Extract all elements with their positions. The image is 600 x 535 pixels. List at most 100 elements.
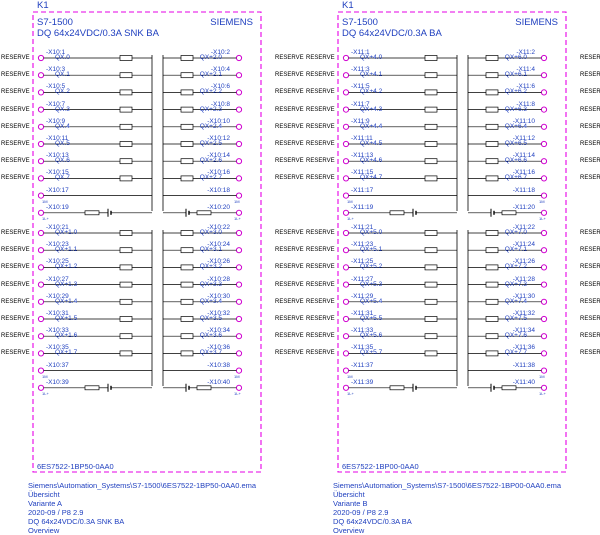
terminal-port — [235, 367, 243, 374]
power-label: 1L+ — [42, 390, 49, 396]
terminal-label: -X10:24 — [207, 241, 230, 249]
resistor — [119, 298, 133, 305]
reserve-label: RESERVE — [1, 230, 30, 236]
output-label: QX+5.5 — [360, 315, 383, 322]
terminal-label: -X11:25 — [351, 258, 374, 266]
terminal-label: -X10:7 — [46, 100, 66, 108]
module-frame — [337, 11, 567, 473]
power-label: 1M — [234, 198, 240, 204]
device-name: S7-1500 — [342, 17, 378, 28]
reserve-label: RESERVE — [1, 158, 30, 165]
output-label: QX+3.6 — [199, 332, 222, 340]
terminal-port — [540, 367, 548, 374]
terminal-port — [540, 333, 548, 340]
output-label: QX.3 — [55, 105, 70, 113]
reserve-label: RESERVE — [306, 230, 335, 236]
reserve-label: RESERVE — [1, 106, 30, 113]
terminal-label: -X10:32 — [207, 310, 230, 317]
terminal-label: -X10:20 — [207, 203, 230, 211]
output-label: QX+6.1 — [504, 71, 527, 79]
terminal-port — [235, 315, 243, 323]
reserve-label: RESERVE — [1, 141, 30, 147]
terminal-label: -X11:1 — [351, 49, 370, 56]
resistor — [119, 281, 133, 288]
terminal-port — [342, 350, 350, 357]
reserve-label: RESERVE — [1, 333, 30, 340]
terminal-port — [540, 140, 548, 148]
terminal-port — [235, 175, 243, 182]
terminal-port — [37, 72, 45, 79]
resistor — [485, 175, 499, 182]
fuse — [389, 385, 405, 391]
terminal-label: -X11:26 — [512, 258, 535, 266]
fuse — [84, 210, 100, 216]
power-label: 1L+ — [539, 390, 546, 396]
reserve-label: RESERVE — [275, 55, 304, 61]
terminal-port — [540, 72, 548, 79]
reserve-label: RESERVE — [1, 298, 30, 305]
power-label: 1M — [42, 198, 48, 204]
fuse — [84, 385, 100, 391]
output-label: QX.1 — [55, 71, 70, 79]
terminal-label: -X11:8 — [516, 100, 535, 108]
resistor — [180, 158, 194, 165]
resistor — [119, 247, 133, 254]
terminal-label: -X10:12 — [207, 135, 230, 142]
terminal-port — [235, 384, 243, 391]
output-label: QX+6.4 — [504, 122, 527, 130]
resistor — [424, 141, 438, 147]
terminal-label: -X11:33 — [351, 327, 374, 335]
resistor — [180, 350, 194, 357]
resistor — [180, 55, 194, 61]
reserve-label: RESERVE — [580, 158, 600, 165]
terminal-port — [37, 315, 45, 323]
terminal-port — [540, 298, 548, 305]
terminal-port — [235, 158, 243, 165]
output-label: QX+7.6 — [504, 332, 527, 340]
terminal-label: -X10:14 — [207, 152, 230, 160]
reserve-label: RESERVE — [275, 264, 304, 271]
meta-line: 2020-09 / P8 2.9 — [28, 508, 84, 517]
terminal-port — [342, 281, 350, 288]
output-label: QX+2.4 — [199, 122, 222, 130]
terminal-port — [540, 89, 548, 96]
terminal-port — [342, 209, 350, 216]
power-label: 1M — [347, 373, 353, 379]
output-label: QX+7.1 — [504, 246, 527, 254]
reserve-label: RESERVE — [580, 350, 600, 357]
output-label: QX+5.1 — [360, 246, 383, 254]
terminal-port — [235, 140, 243, 148]
output-label: QX+2.7 — [199, 174, 222, 182]
output-label: QX+5.0 — [360, 229, 383, 236]
reserve-label: RESERVE — [275, 72, 304, 79]
terminal-label: -X11:9 — [351, 117, 370, 125]
terminal-port — [342, 123, 350, 130]
output-label: QX+4.0 — [360, 54, 383, 61]
terminal-label: -X11:2 — [516, 49, 535, 56]
terminal-label: -X10:3 — [46, 66, 66, 74]
resistor — [424, 72, 438, 79]
terminal-label: -X10:4 — [210, 66, 230, 74]
terminal-label: -X10:9 — [46, 117, 66, 125]
resistor — [485, 106, 499, 113]
output-label: QX+7.0 — [504, 229, 527, 236]
reserve-label: RESERVE — [275, 281, 304, 288]
terminal-port — [235, 192, 243, 199]
resistor — [424, 316, 438, 322]
terminal-port — [540, 247, 548, 254]
power-label: 1L+ — [234, 390, 241, 396]
terminal-port — [37, 384, 45, 391]
power-label: 1L+ — [42, 215, 49, 221]
reserve-label: RESERVE — [580, 298, 600, 305]
reserve-label: RESERVE — [1, 264, 30, 271]
terminal-port — [235, 209, 243, 216]
terminal-port — [540, 229, 548, 237]
resistor — [119, 316, 133, 322]
output-label: QX+3.3 — [199, 280, 222, 288]
terminal-label: -X10:10 — [207, 117, 230, 125]
power-label: 1L+ — [539, 215, 546, 221]
resistor — [119, 123, 133, 130]
fuse — [501, 210, 517, 216]
module-frame — [32, 11, 262, 473]
reserve-label: RESERVE — [306, 72, 335, 79]
